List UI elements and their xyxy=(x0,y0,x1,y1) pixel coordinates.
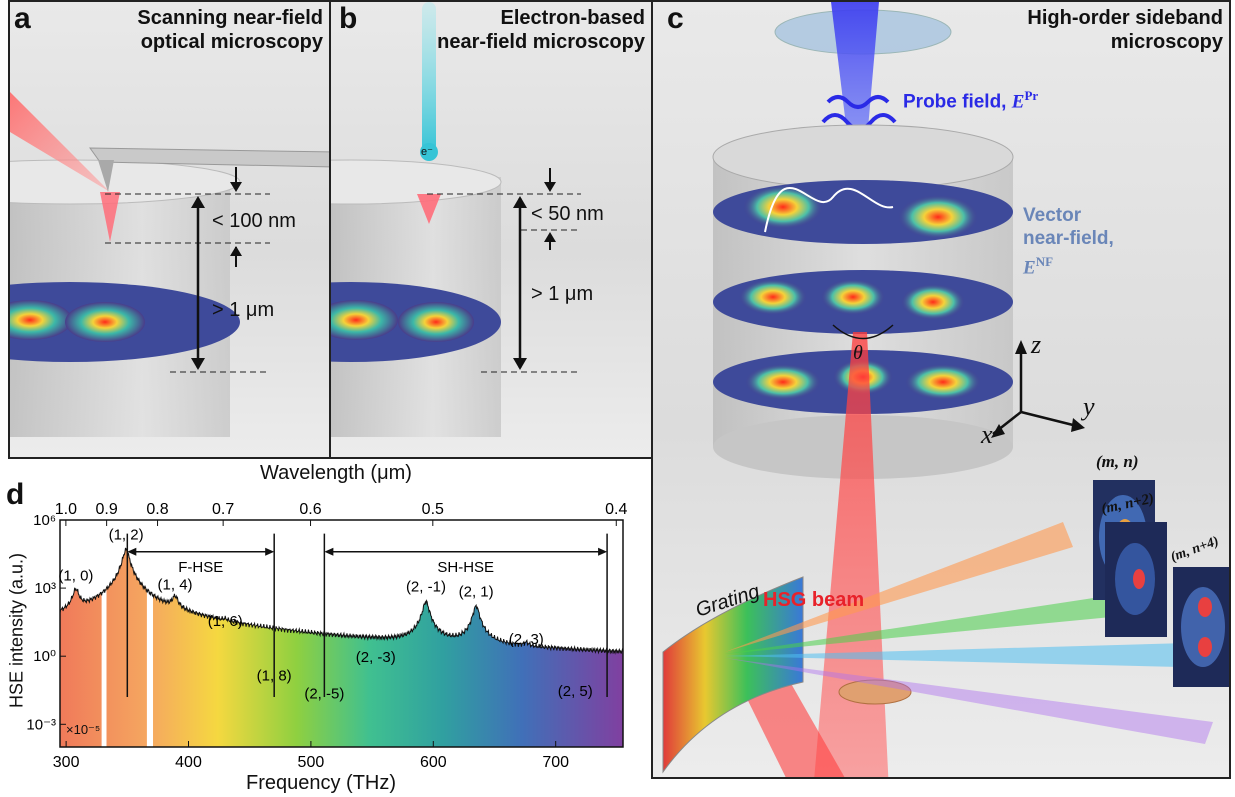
x2-tick-label: 0.4 xyxy=(605,501,627,518)
spectrum-line xyxy=(60,547,623,655)
grating xyxy=(662,576,804,774)
panel-label-a: a xyxy=(14,2,31,35)
y-tick-label: 10³ xyxy=(34,580,56,597)
x-tick-label: 500 xyxy=(298,754,325,771)
range-label: F-HSE xyxy=(178,559,223,576)
peak-label: (1, 4) xyxy=(158,576,193,593)
panel-b-illustration xyxy=(331,2,581,437)
panel-title-b-line2: near-field microscopy xyxy=(437,31,645,53)
x-tick-label: 600 xyxy=(420,754,447,771)
probe-field-label: Probe field, EPr xyxy=(903,88,1038,113)
plot-frame xyxy=(59,519,624,748)
panel-c: c High-order sideband microscopy Probe f… xyxy=(651,0,1231,779)
panel-label-d: d xyxy=(6,478,25,511)
axis-z-label: z xyxy=(1031,330,1042,359)
filter-gap-1 xyxy=(101,520,107,747)
peak-label: (2, -3) xyxy=(356,649,396,666)
x-axis-title: Frequency (THz) xyxy=(246,772,397,794)
range-arrowhead xyxy=(598,547,608,556)
range-label: SH-HSE xyxy=(437,559,494,576)
image-label-1: (m, n) xyxy=(1096,452,1139,471)
peak-label: (2, -1) xyxy=(406,579,446,596)
probe-symbol: E xyxy=(1011,91,1025,113)
scale-note: ×10⁻⁵ xyxy=(66,722,101,737)
y-tick-label: 10⁶ xyxy=(33,512,56,529)
x2-tick-label: 1.0 xyxy=(55,501,77,518)
panel-b: b Electron-based near-field microscopy e… xyxy=(329,0,653,459)
panel-title-a: Scanning near-field optical microscopy xyxy=(137,6,323,54)
peak-label: (1, 0) xyxy=(58,567,93,584)
panel-title-b-line1: Electron-based xyxy=(500,7,645,29)
panel-title-c: High-order sideband microscopy xyxy=(1027,6,1223,54)
x-tick-label: 300 xyxy=(53,754,80,771)
probe-beam xyxy=(831,2,879,232)
axis-y-label: y xyxy=(1083,392,1095,421)
afm-cantilever xyxy=(89,147,329,168)
theta-label: θ xyxy=(853,342,863,364)
panel-title-a-line2: optical microscopy xyxy=(140,31,323,53)
y-tick-label: 10⁻³ xyxy=(26,716,56,733)
peak-label: (1, 2) xyxy=(109,527,144,544)
vector-sup: NF xyxy=(1035,254,1054,269)
y-tick-label: 10⁰ xyxy=(33,648,56,665)
probe-label-text: Probe field, xyxy=(903,91,1012,113)
depth-near-a: < 100 nm xyxy=(212,210,296,232)
panel-a-illustration xyxy=(10,92,329,437)
electron-beam xyxy=(422,2,436,152)
axis-x-label: x xyxy=(981,420,993,449)
depth-far-a: > 1 μm xyxy=(212,299,275,321)
x2-tick-label: 0.8 xyxy=(146,501,168,518)
peak-label: (2, 1) xyxy=(459,583,494,600)
panel-title-b: Electron-based near-field microscopy xyxy=(437,6,645,54)
panel-c-illustration xyxy=(662,2,1229,777)
hsg-beam-label: HSG beam xyxy=(763,589,865,611)
panel-title-a-line1: Scanning near-field xyxy=(137,7,323,29)
panel-title-c-line1: High-order sideband xyxy=(1027,7,1223,29)
panel-label-b: b xyxy=(339,2,358,35)
vector-symbol: E xyxy=(1023,257,1036,279)
y-axis-title: HSE intensity (a.u.) xyxy=(6,552,27,709)
x-tick-label: 700 xyxy=(542,754,569,771)
x2-tick-label: 0.7 xyxy=(212,501,234,518)
panel-a: a Scanning near-field optical microscopy… xyxy=(8,0,331,459)
range-arrowhead xyxy=(324,547,334,556)
depth-far-b: > 1 μm xyxy=(531,283,594,305)
spectrum-fill xyxy=(60,547,623,747)
panel-label-c: c xyxy=(667,2,684,35)
range-arrowhead xyxy=(265,547,275,556)
x2-tick-label: 0.9 xyxy=(96,501,118,518)
x-tick-label: 400 xyxy=(175,754,202,771)
depth-near-b: < 50 nm xyxy=(531,203,604,225)
x2-axis-title: Wavelength (μm) xyxy=(260,462,412,484)
vector-line2: near-field, xyxy=(1023,228,1114,249)
hsg-beam xyxy=(814,332,889,777)
x2-tick-label: 0.6 xyxy=(299,501,321,518)
panel-d: d 300 400 500 600 700 1.0 0.9 0.8 0.7 0.6 0.5 0.4 10… xyxy=(0,460,650,797)
peak-label: (1, 6) xyxy=(208,613,243,630)
range-arrowhead xyxy=(127,547,137,556)
vector-field-label: Vector near-field, ENF xyxy=(1023,204,1114,279)
vector-line1: Vector xyxy=(1023,205,1082,226)
panel-title-c-line2: microscopy xyxy=(1110,31,1223,53)
mirror xyxy=(838,679,912,705)
filter-gap-2 xyxy=(146,520,154,747)
peak-label: (2, 5) xyxy=(558,683,593,700)
x2-tick-label: 0.5 xyxy=(422,501,444,518)
probe-sup: Pr xyxy=(1024,88,1039,103)
afm-tip xyxy=(98,160,114,192)
peak-label: (2, 3) xyxy=(509,631,544,648)
hse-spectrum-chart: 300 400 500 600 700 1.0 0.9 0.8 0.7 0.6 0.5 0.4 10⁻³… xyxy=(26,501,627,771)
electron-label: e⁻ xyxy=(421,146,433,158)
laser-beam-a xyxy=(10,92,110,192)
